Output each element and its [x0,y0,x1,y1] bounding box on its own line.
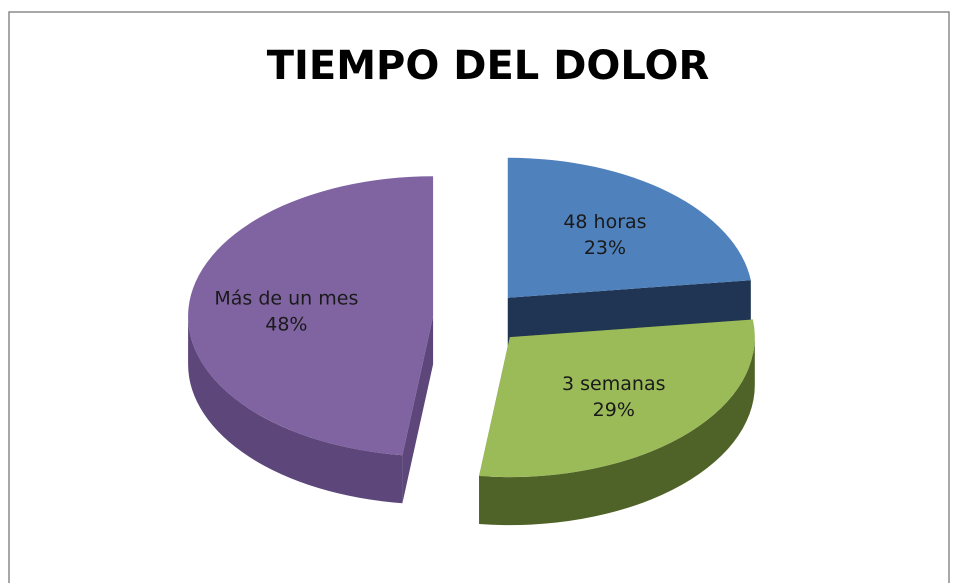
data-label-value: 48% [265,314,307,336]
slice [507,157,751,298]
slice-wall [402,316,434,504]
data-label-category: 48 horas [563,211,646,233]
slice [479,319,755,478]
slice-rim [188,316,403,504]
chart-frame [8,11,950,583]
data-label-value: 29% [593,399,635,421]
data-label-category: 3 semanas [562,373,665,395]
data-label-value: 23% [584,237,626,259]
chart-title: TIEMPO DEL DOLOR [267,43,710,89]
slice-rim [479,337,755,526]
slice [188,176,434,456]
data-label-category: Más de un mes [214,288,358,310]
